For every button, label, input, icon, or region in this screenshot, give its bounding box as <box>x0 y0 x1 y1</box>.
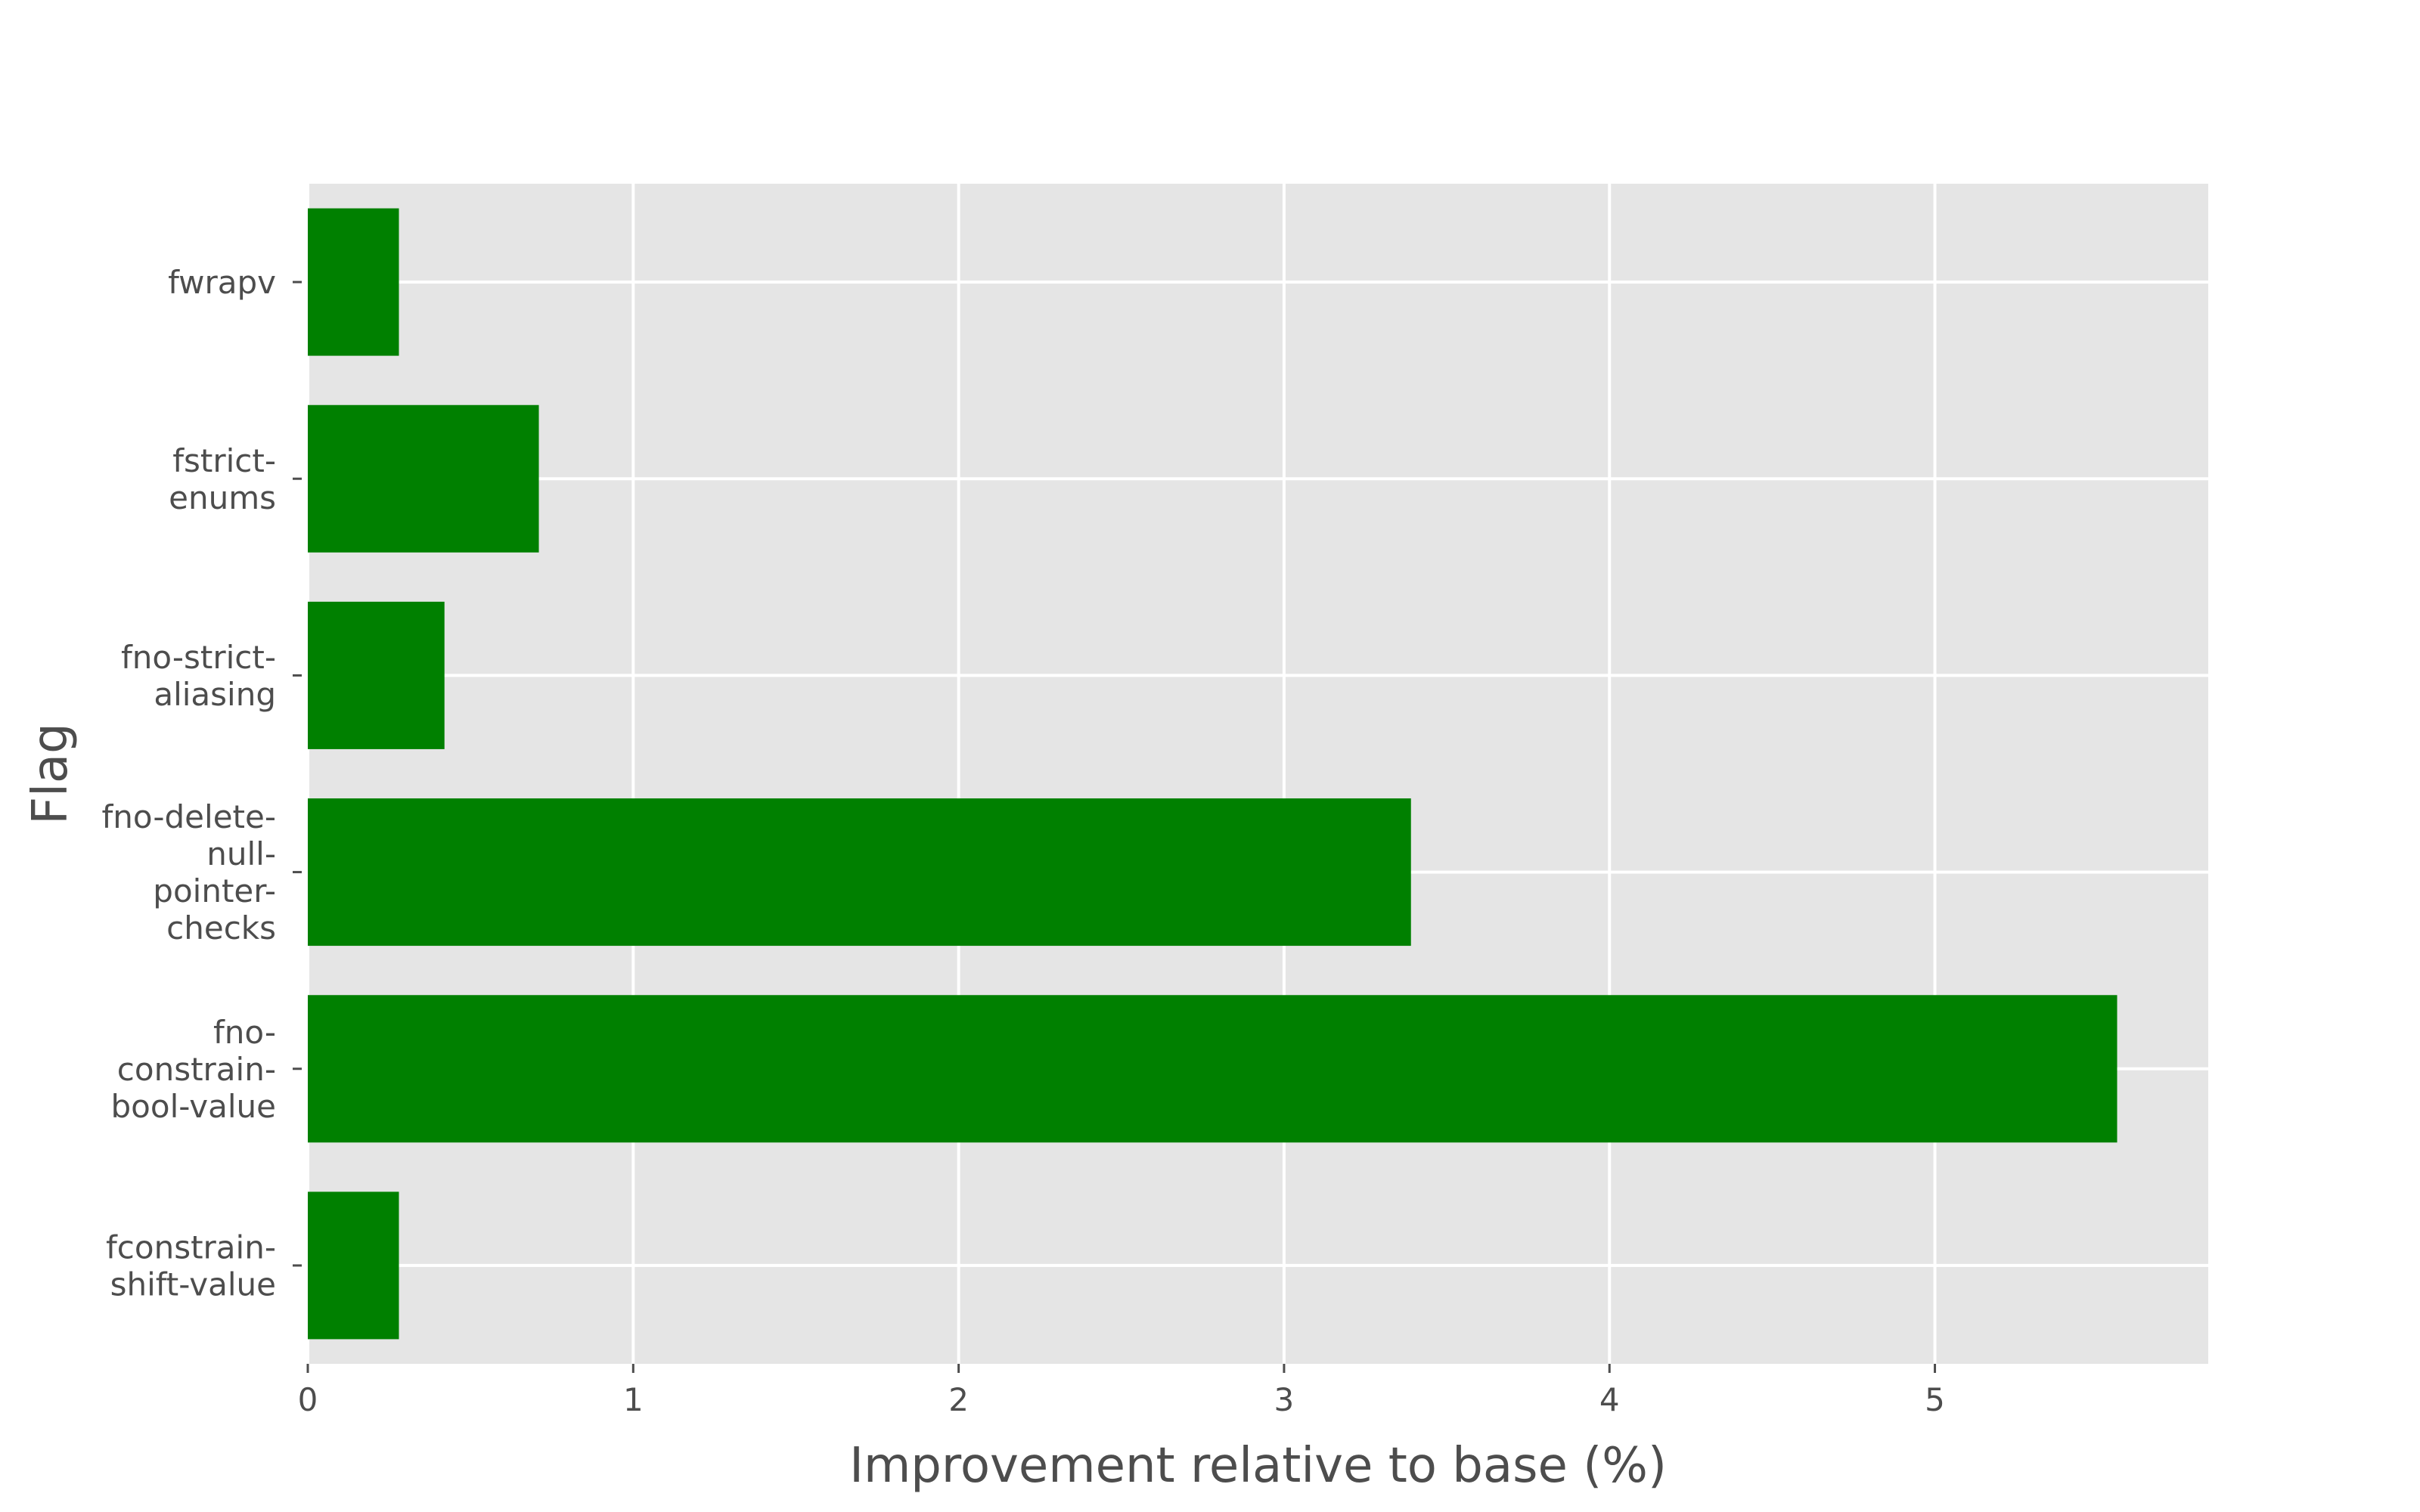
y-tick-label-line: bool-value <box>111 1088 276 1125</box>
y-tick-label-line: null- <box>206 835 276 872</box>
y-tick-label-line: fstrict- <box>172 442 276 479</box>
y-tick-label: fconstrain-shift-value <box>106 1228 276 1303</box>
y-tick-label-line: constrain- <box>117 1051 276 1088</box>
plot-area <box>308 184 2208 1364</box>
y-tick-label-line: fno-strict- <box>121 639 276 676</box>
y-tick-label-line: checks <box>166 909 276 947</box>
y-tick-label-line: fno- <box>213 1014 276 1051</box>
x-tick-label: 2 <box>948 1381 969 1418</box>
y-tick-label-line: fconstrain- <box>106 1228 276 1266</box>
bar <box>308 404 539 553</box>
x-tick-label: 1 <box>623 1381 644 1418</box>
y-axis-label: Flag <box>23 723 79 824</box>
y-tick-label-line: fwrapv <box>168 264 276 301</box>
y-tick-label: fno-constrain-bool-value <box>111 1014 276 1125</box>
bars <box>308 208 2118 1340</box>
bar <box>308 995 2118 1143</box>
y-tick-label-line: shift-value <box>110 1266 276 1303</box>
y-tick-label: fstrict-enums <box>169 442 276 516</box>
y-tick-label: fwrapv <box>168 264 276 301</box>
x-tick-label: 0 <box>298 1381 318 1418</box>
y-tick-label-line: fno-delete- <box>101 798 276 835</box>
x-axis-label: Improvement relative to base (%) <box>849 1438 1667 1494</box>
bar <box>308 1191 399 1340</box>
y-tick-label: fno-strict-aliasing <box>121 639 276 713</box>
y-tick-label-line: pointer- <box>153 872 276 909</box>
y-tick-label: fno-delete-null-pointer-checks <box>101 798 276 947</box>
y-axis: fwrapvfstrict-enumsfno-strict-aliasingfn… <box>101 264 302 1303</box>
y-tick-label-line: aliasing <box>154 676 276 713</box>
x-tick-label: 3 <box>1274 1381 1295 1418</box>
bar <box>308 798 1411 947</box>
bar <box>308 601 445 749</box>
bar <box>308 208 399 356</box>
x-tick-label: 4 <box>1599 1381 1620 1418</box>
y-tick-label-line: enums <box>169 479 276 516</box>
x-axis: 0 1 2 3 4 5 <box>298 1364 1945 1418</box>
x-tick-label: 5 <box>1925 1381 1945 1418</box>
